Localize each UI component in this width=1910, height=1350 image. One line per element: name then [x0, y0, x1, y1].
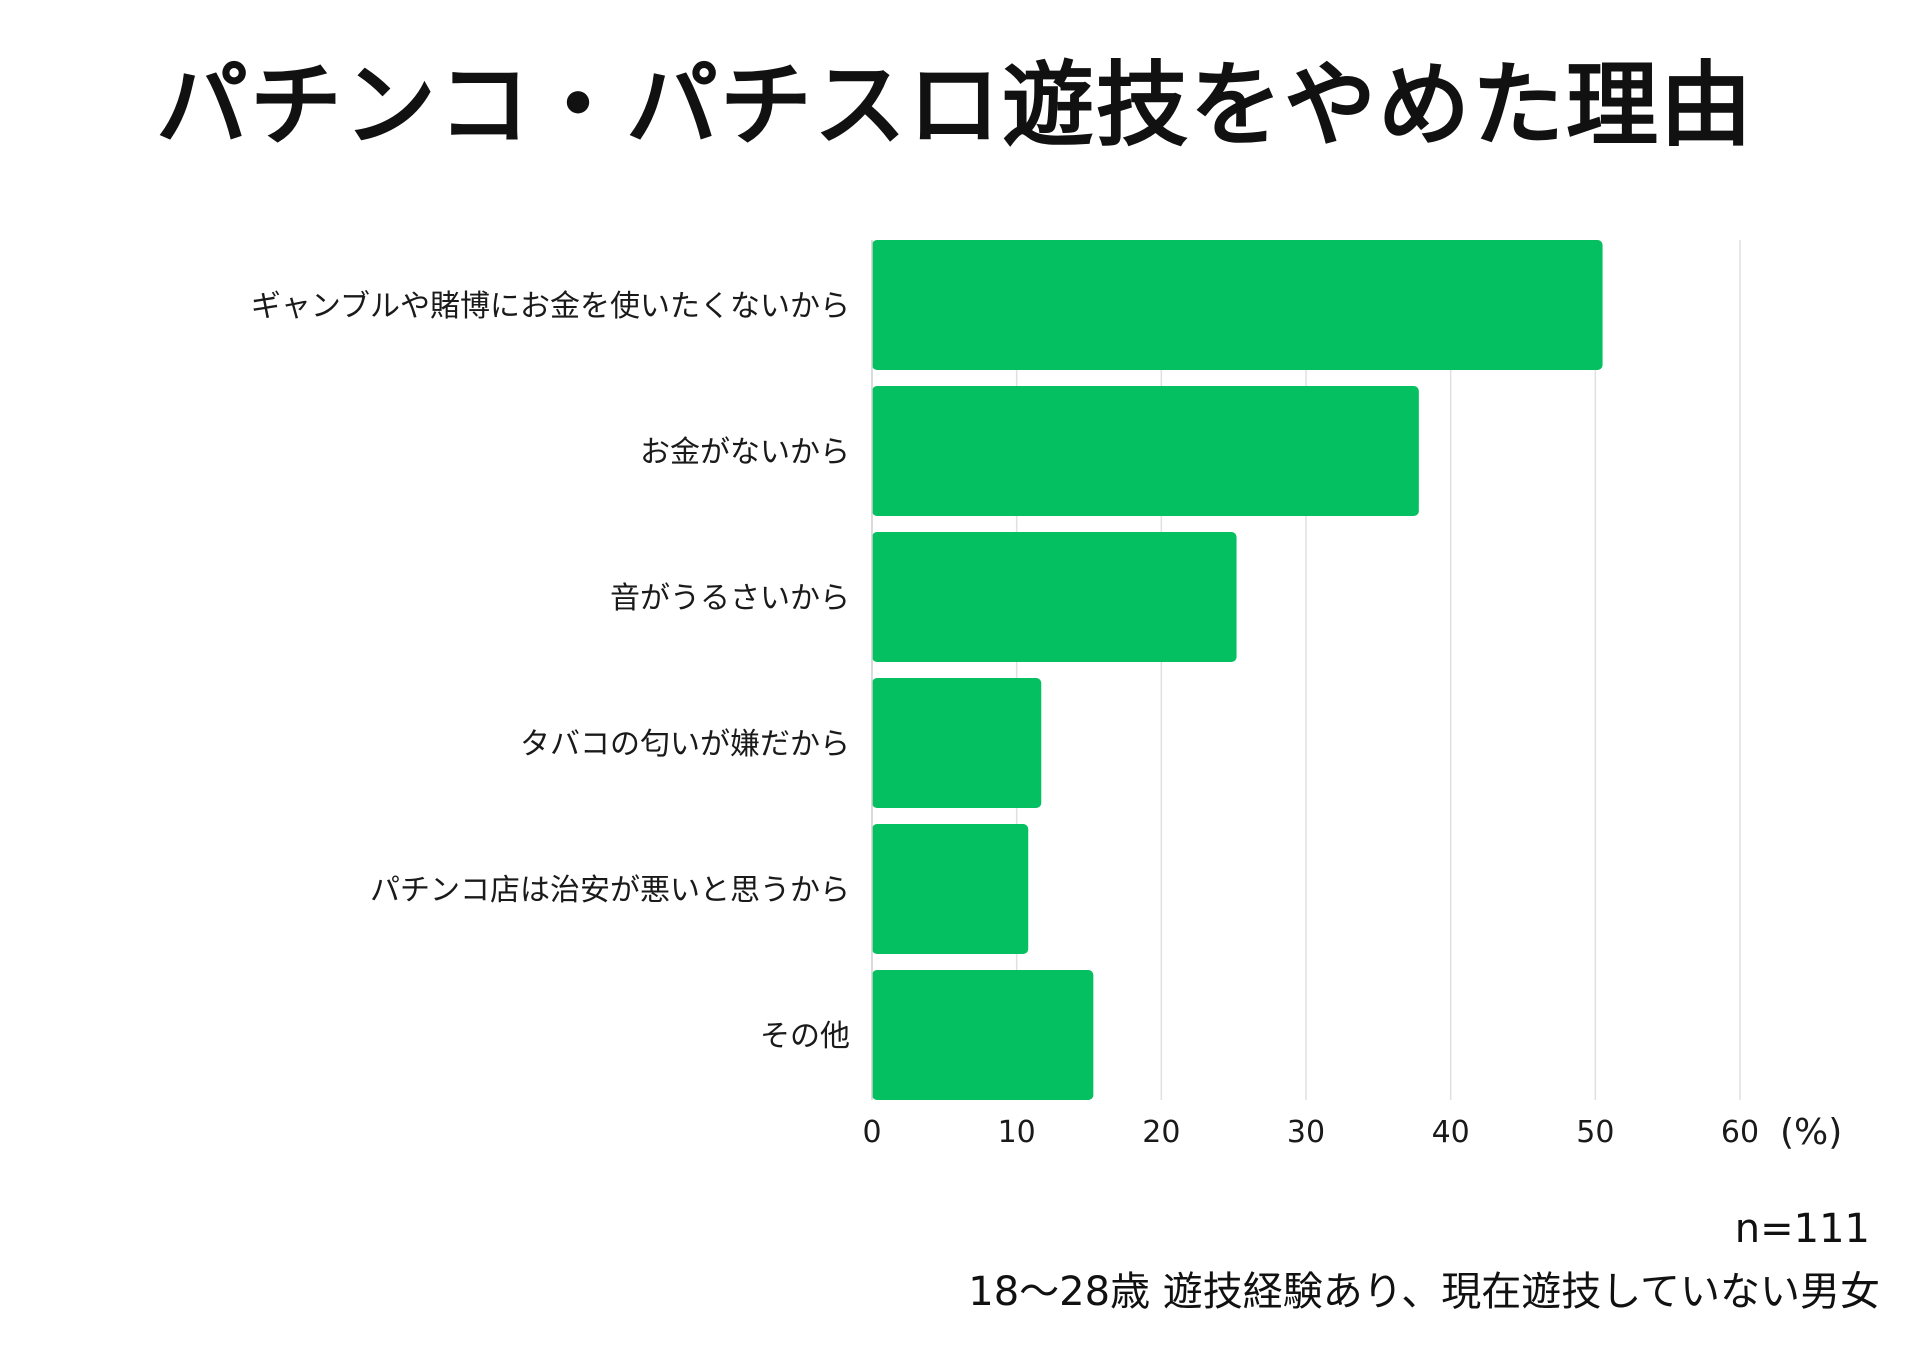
bar: [872, 824, 1029, 954]
category-label: パチンコ店は治安が悪いと思うから: [370, 873, 850, 908]
x-axis-unit: (%): [1780, 1112, 1842, 1153]
bar: [872, 678, 1042, 808]
category-label: 音がうるさいから: [610, 581, 850, 616]
chart-title: パチンコ・パチスロ遊技をやめた理由: [155, 52, 1754, 159]
category-label: タバコの匂いが嫌だから: [520, 727, 850, 762]
x-tick-label: 30: [1287, 1115, 1325, 1150]
x-tick-label: 10: [998, 1115, 1036, 1150]
grid-lines: [1015, 240, 1741, 1100]
sample-size-note: n=111: [1734, 1206, 1870, 1252]
bar: [872, 970, 1094, 1100]
population-note: 18〜28歳 遊技経験あり、現在遊技していない男女: [968, 1269, 1880, 1315]
category-label: ギャンブルや賭博にお金を使いたくないから: [251, 289, 850, 324]
bar: [872, 386, 1419, 516]
bars: [872, 240, 1603, 1100]
bar: [872, 240, 1603, 370]
x-axis-ticks: 0 10 20 30 40 50 60: [862, 1115, 1759, 1150]
x-tick-label: 40: [1432, 1115, 1470, 1150]
x-tick-label: 20: [1142, 1115, 1180, 1150]
x-tick-label: 0: [862, 1115, 881, 1150]
category-label: その他: [760, 1019, 850, 1054]
x-tick-label: 60: [1721, 1115, 1759, 1150]
category-label: お金がないから: [640, 435, 850, 470]
bar: [872, 532, 1237, 662]
x-tick-label: 50: [1576, 1115, 1614, 1150]
category-labels: ギャンブルや賭博にお金を使いたくないからお金がないから音がうるさいからタバコの匂…: [251, 289, 850, 1054]
